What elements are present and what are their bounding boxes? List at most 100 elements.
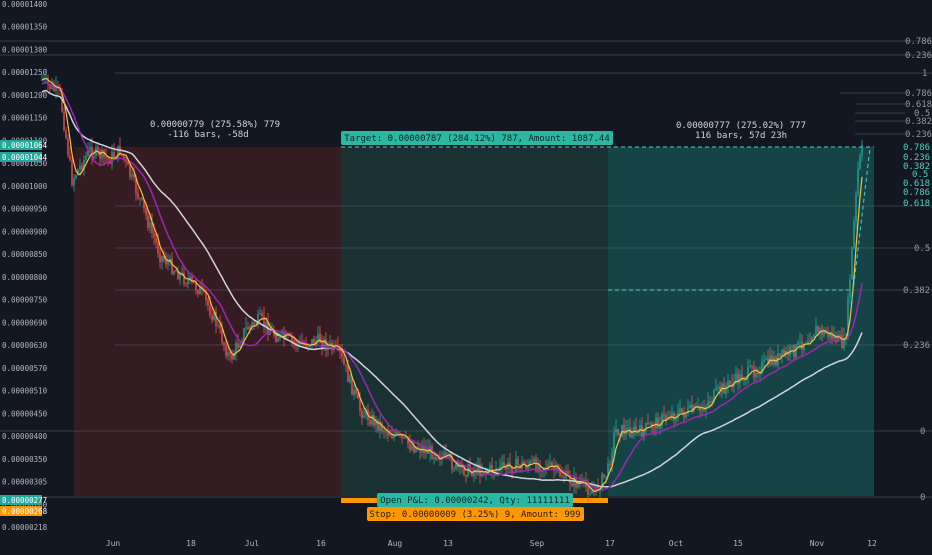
candle-body — [853, 221, 855, 248]
y-tick-label: 0.00001000 — [2, 182, 48, 191]
candle-body — [553, 467, 555, 471]
candle-body — [265, 321, 267, 327]
candle-body — [207, 299, 209, 306]
candle-body — [73, 178, 75, 186]
candle-body — [719, 386, 721, 393]
fib-label: 0.236 — [905, 51, 932, 61]
candle-body — [131, 174, 133, 177]
fib-label: 0 — [920, 493, 925, 503]
candle-body — [747, 366, 749, 378]
fib-lower-labels: 0.5 0.382 0.236 0 0 — [903, 244, 930, 503]
candle-body — [145, 208, 147, 216]
candle-body — [727, 380, 729, 387]
fib-label: 0.786 — [903, 143, 930, 153]
candle-body — [695, 405, 697, 407]
candle-body — [67, 138, 69, 156]
candle-body — [385, 431, 387, 433]
candle-body — [757, 372, 759, 375]
short-position-zone — [74, 147, 341, 496]
candle-body — [689, 404, 691, 408]
candle-body — [505, 466, 507, 470]
candle-body — [641, 425, 643, 437]
candle-body — [261, 313, 263, 317]
candle-body — [325, 339, 327, 351]
candle-body — [855, 193, 857, 222]
target-label-box[interactable] — [341, 131, 613, 145]
candle-body — [623, 425, 625, 435]
x-tick-label: Sep — [530, 539, 545, 548]
candle-body — [365, 409, 367, 416]
candle-body — [643, 429, 645, 437]
candle-body — [779, 353, 781, 356]
y-tick-label: 0.00001200 — [2, 91, 48, 100]
candle-body — [561, 476, 563, 478]
candle-body — [307, 346, 309, 348]
candle-body — [491, 464, 493, 473]
candle-body — [453, 469, 455, 471]
fib-label: 0.5 — [914, 109, 930, 119]
y-tick-label: 0.00000350 — [2, 455, 48, 464]
candle-body — [535, 458, 537, 472]
candle-body — [127, 161, 129, 165]
fib-label: 0.5 — [912, 170, 928, 180]
candle-body — [413, 445, 415, 453]
candle-body — [739, 374, 741, 384]
candle-body — [393, 434, 395, 439]
candle-body — [405, 436, 407, 438]
target-label: Target: 0.00000787 (284.12%) 787, Amount… — [344, 134, 610, 144]
candle-body — [617, 429, 619, 436]
candle-body — [837, 334, 839, 342]
price-badge-label: 0.00000268 — [2, 507, 48, 516]
candle-body — [387, 431, 389, 436]
candle-body — [397, 431, 399, 435]
candle-body — [355, 389, 357, 394]
candle-body — [707, 401, 709, 407]
candle-body — [121, 154, 123, 156]
candle-body — [275, 335, 277, 342]
target-zone — [341, 147, 608, 496]
candle-body — [341, 351, 343, 357]
stop-label-box[interactable] — [367, 507, 584, 521]
candle-body — [251, 322, 253, 327]
candle-body — [677, 411, 679, 418]
candle-body — [163, 256, 165, 260]
candle-body — [713, 390, 715, 402]
candle-body — [715, 387, 717, 391]
y-tick-label: 0.00000630 — [2, 341, 48, 350]
candle-body — [257, 314, 259, 325]
candle-body — [221, 328, 223, 343]
candle-body — [243, 328, 245, 342]
candle-body — [193, 280, 195, 284]
candle-body — [151, 222, 153, 233]
candle-body — [669, 418, 671, 420]
candle-body — [217, 324, 219, 326]
projection-arrow — [851, 147, 871, 301]
time-axis[interactable]: Jun 18 Jul 16 Aug 13 Sep 17 Oct 15 Nov 12 — [106, 539, 877, 548]
open-pnl-box[interactable] — [377, 493, 573, 507]
candle-body — [183, 272, 185, 284]
candle-body — [647, 423, 649, 425]
y-tick-label: 0.00000450 — [2, 409, 48, 418]
fib-label: 0.786 — [903, 188, 930, 198]
candle-body — [437, 458, 439, 460]
candle-body — [489, 464, 491, 471]
fib-label: 0.236 — [905, 130, 932, 140]
candle-body — [851, 247, 853, 280]
candle-body — [735, 373, 737, 382]
candle-body — [283, 331, 285, 340]
candle-body — [755, 372, 757, 378]
candle-body — [463, 467, 465, 476]
candle-body — [415, 446, 417, 453]
candle-body — [313, 338, 315, 345]
candle-body — [597, 484, 599, 491]
candle-body — [91, 146, 93, 158]
candle-body — [621, 425, 623, 437]
candle-body — [665, 415, 667, 420]
candle-body — [839, 334, 841, 336]
candle-body — [409, 443, 411, 450]
x-tick-label: Nov — [810, 539, 825, 548]
candle-body — [819, 328, 821, 333]
candle-body — [383, 431, 385, 433]
